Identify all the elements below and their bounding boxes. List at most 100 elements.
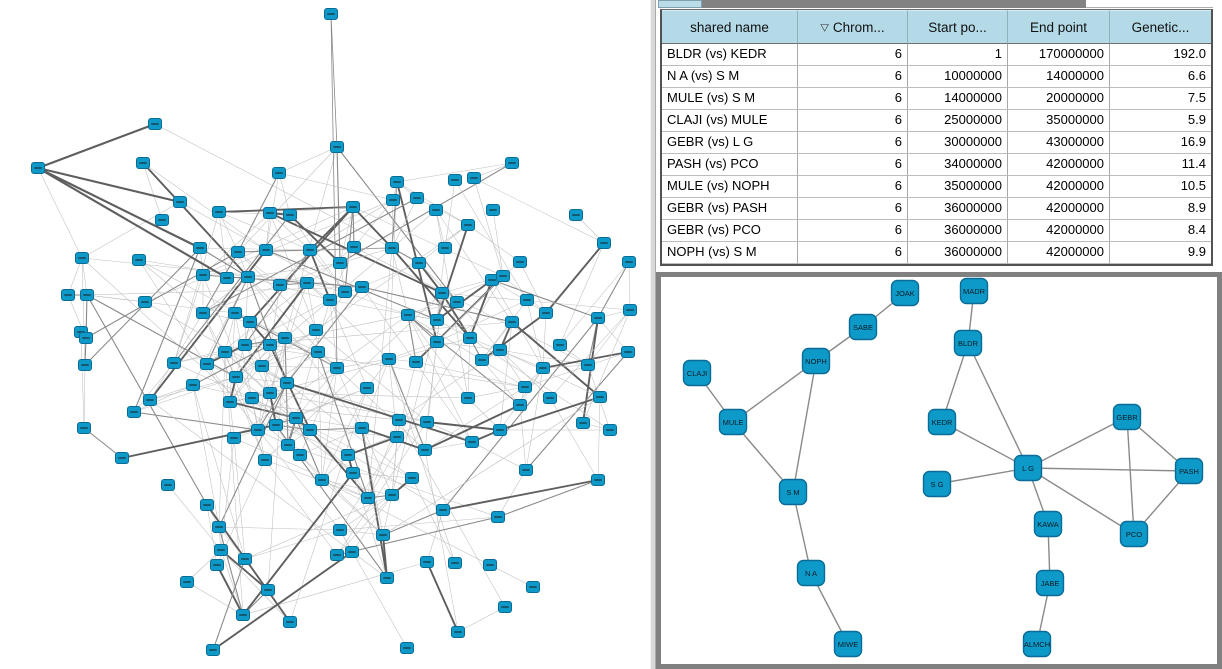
network-node[interactable] xyxy=(155,214,169,226)
network-node[interactable] xyxy=(281,439,295,451)
subnetwork-edge[interactable] xyxy=(1027,416,1128,469)
column-header-genetic-[interactable]: Genetic... xyxy=(1110,10,1211,44)
cell-value[interactable]: 14000000 xyxy=(1008,66,1110,88)
network-node[interactable] xyxy=(206,644,220,656)
network-node[interactable] xyxy=(245,392,259,404)
network-node[interactable] xyxy=(621,346,635,358)
network-node[interactable] xyxy=(236,609,250,621)
cell-value[interactable]: 6.6 xyxy=(1110,66,1211,88)
network-node[interactable] xyxy=(420,416,434,428)
network-node[interactable] xyxy=(196,307,210,319)
network-node[interactable] xyxy=(429,204,443,216)
cell-value[interactable]: 42000000 xyxy=(1008,154,1110,176)
network-node[interactable] xyxy=(465,436,479,448)
scroll-tab[interactable] xyxy=(658,0,702,8)
cell-value[interactable]: 42000000 xyxy=(1008,242,1110,264)
network-node[interactable] xyxy=(338,286,352,298)
network-node[interactable] xyxy=(289,412,303,424)
table-row[interactable]: PASH (vs) PCO 6 34000000 42000000 11.4 xyxy=(662,154,1211,176)
network-node[interactable] xyxy=(280,377,294,389)
network-node-madr[interactable]: MADR xyxy=(959,277,989,305)
cell-value[interactable]: 6 xyxy=(798,110,908,132)
cell-value[interactable]: 42000000 xyxy=(1008,176,1110,198)
network-node[interactable] xyxy=(333,257,347,269)
network-node[interactable] xyxy=(341,449,355,461)
column-header-start-po-[interactable]: Start po... xyxy=(908,10,1008,44)
cell-value[interactable]: 16.9 xyxy=(1110,132,1211,154)
network-node[interactable] xyxy=(390,176,404,188)
cell-shared-name[interactable]: GEBR (vs) L G xyxy=(662,132,798,154)
network-node[interactable] xyxy=(385,242,399,254)
network-node[interactable] xyxy=(498,601,512,613)
table-row[interactable]: N A (vs) S M 6 10000000 14000000 6.6 xyxy=(662,66,1211,88)
network-node[interactable] xyxy=(543,392,557,404)
network-node[interactable] xyxy=(448,174,462,186)
network-node[interactable] xyxy=(593,391,607,403)
network-node[interactable] xyxy=(136,157,150,169)
cell-value[interactable]: 6 xyxy=(798,88,908,110)
network-node[interactable] xyxy=(311,346,325,358)
network-node[interactable] xyxy=(360,382,374,394)
scrollbar-thumb[interactable] xyxy=(702,0,1086,8)
cell-value[interactable]: 6 xyxy=(798,44,908,66)
network-node[interactable] xyxy=(210,559,224,571)
network-node[interactable] xyxy=(539,307,553,319)
network-node-n-a[interactable]: N A xyxy=(796,559,826,587)
network-node[interactable] xyxy=(382,353,396,365)
network-node[interactable] xyxy=(518,381,532,393)
network-node-miwe[interactable]: MIWE xyxy=(833,630,863,658)
network-node[interactable] xyxy=(491,511,505,523)
network-node[interactable] xyxy=(380,572,394,584)
network-node[interactable] xyxy=(200,358,214,370)
table-row[interactable]: GEBR (vs) PCO 6 36000000 42000000 8.4 xyxy=(662,220,1211,242)
column-header-chrom-[interactable]: ▽ Chrom... xyxy=(798,10,908,44)
table-row[interactable]: MULE (vs) S M 6 14000000 20000000 7.5 xyxy=(662,88,1211,110)
network-node[interactable] xyxy=(467,172,481,184)
network-node[interactable] xyxy=(361,492,375,504)
network-node[interactable] xyxy=(461,392,475,404)
table-scroll-strip[interactable] xyxy=(656,0,1213,9)
network-node[interactable] xyxy=(623,304,637,316)
network-node[interactable] xyxy=(330,362,344,374)
subnetwork-edge[interactable] xyxy=(732,360,817,423)
network-node-kedr[interactable]: KEDR xyxy=(927,408,957,436)
cell-value[interactable]: 8.4 xyxy=(1110,220,1211,242)
network-node-joak[interactable]: JOAK xyxy=(890,279,920,307)
network-node[interactable] xyxy=(505,316,519,328)
cell-value[interactable]: 36000000 xyxy=(908,198,1008,220)
cell-value[interactable]: 6 xyxy=(798,154,908,176)
cell-value[interactable]: 36000000 xyxy=(908,242,1008,264)
network-node[interactable] xyxy=(255,360,269,372)
network-node[interactable] xyxy=(127,406,141,418)
network-node[interactable] xyxy=(410,192,424,204)
table-row[interactable]: MULE (vs) NOPH 6 35000000 42000000 10.5 xyxy=(662,176,1211,198)
network-node[interactable] xyxy=(526,581,540,593)
cell-value[interactable]: 35000000 xyxy=(908,176,1008,198)
network-node[interactable] xyxy=(412,257,426,269)
network-node[interactable] xyxy=(386,194,400,206)
network-node[interactable] xyxy=(324,8,338,20)
network-node[interactable] xyxy=(450,296,464,308)
network-node-mule[interactable]: MULE xyxy=(718,408,748,436)
network-node[interactable] xyxy=(401,309,415,321)
cell-value[interactable]: 35000000 xyxy=(1008,110,1110,132)
network-node[interactable] xyxy=(448,557,462,569)
network-node[interactable] xyxy=(200,499,214,511)
network-node[interactable] xyxy=(132,254,146,266)
network-node[interactable] xyxy=(409,356,423,368)
network-node[interactable] xyxy=(241,271,255,283)
network-node[interactable] xyxy=(451,626,465,638)
network-node[interactable] xyxy=(231,246,245,258)
cell-shared-name[interactable]: NOPH (vs) S M xyxy=(662,242,798,264)
network-node[interactable] xyxy=(576,417,590,429)
network-node[interactable] xyxy=(77,422,91,434)
cell-shared-name[interactable]: PASH (vs) PCO xyxy=(662,154,798,176)
network-node[interactable] xyxy=(272,167,286,179)
network-node[interactable] xyxy=(251,424,265,436)
network-node[interactable] xyxy=(173,196,187,208)
cell-value[interactable]: 10.5 xyxy=(1110,176,1211,198)
network-node[interactable] xyxy=(330,549,344,561)
cell-shared-name[interactable]: MULE (vs) S M xyxy=(662,88,798,110)
cell-value[interactable]: 6 xyxy=(798,66,908,88)
network-node[interactable] xyxy=(346,201,360,213)
